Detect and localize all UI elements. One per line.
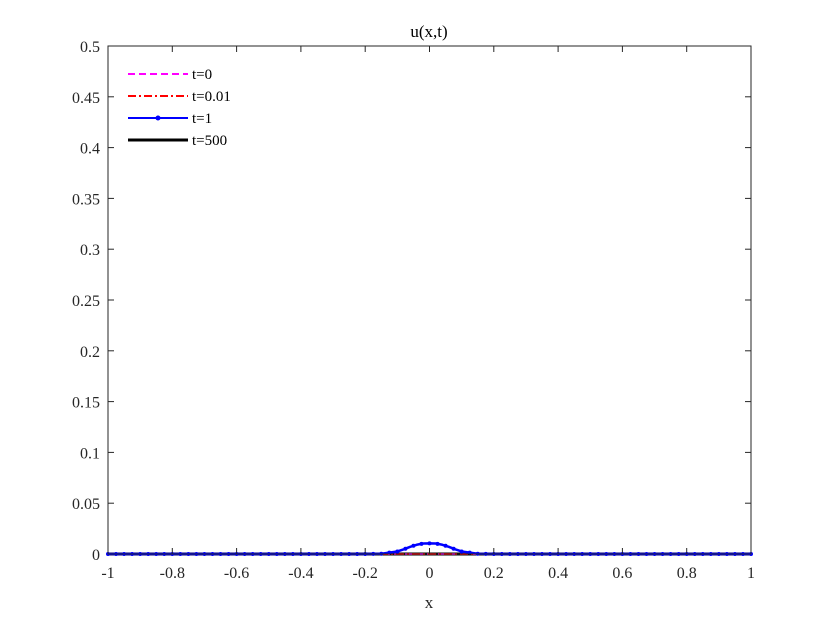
legend-entry: t=0: [192, 67, 212, 83]
series-point-t-1: [395, 549, 400, 554]
y-tick-label: 0.35: [72, 191, 100, 208]
y-tick-label: 0.5: [80, 39, 100, 56]
y-tick-label: 0.1: [80, 445, 100, 462]
plot-background: [108, 46, 751, 554]
chart-title: u(x,t): [410, 22, 447, 41]
x-tick-label: -0.6: [224, 565, 249, 582]
x-tick-label: 0.6: [612, 565, 632, 582]
legend-entry: t=0.01: [192, 89, 231, 105]
y-tick-label: 0.3: [80, 242, 100, 259]
x-axis-label: x: [425, 593, 434, 612]
series-point-t-1: [435, 541, 440, 546]
x-tick-label: 0: [426, 565, 434, 582]
series-point-t-1: [443, 543, 448, 548]
series-point-t-1: [411, 543, 416, 548]
x-tick-label: -0.8: [160, 565, 185, 582]
y-tick-label: 0.4: [80, 141, 100, 158]
y-tick-label: 0.05: [72, 496, 100, 513]
series-point-t-1: [419, 541, 424, 546]
y-tick-label: 0.2: [80, 344, 100, 361]
series-point-t-1: [403, 546, 408, 551]
x-tick-label: -0.2: [353, 565, 378, 582]
legend-entry: t=1: [192, 111, 212, 127]
series-point-t-1: [427, 541, 432, 546]
x-tick-label: -1: [101, 565, 114, 582]
axes: -1 -0.8 -0.6 -0.4 -0.2 0 0.2 0.4 0.6 0.8 1 0 0.05 0.1…: [72, 39, 755, 582]
y-tick-label: 0: [92, 547, 100, 564]
series-point-t-1: [459, 549, 464, 554]
y-tick-label: 0.25: [72, 293, 100, 310]
x-tick-label: -0.4: [288, 565, 313, 582]
x-tick-label: 0.2: [484, 565, 504, 582]
y-tick-label: 0.15: [72, 395, 100, 412]
x-tick-label: 0.8: [677, 565, 697, 582]
legend-entry: t=500: [192, 133, 227, 149]
legend-marker: [155, 115, 161, 121]
y-tick-label: 0.45: [72, 90, 100, 107]
x-tick-label: 0.4: [548, 565, 568, 582]
legend: t=0 t=0.01 t=1 t=500: [128, 67, 231, 149]
x-tick-label: 1: [747, 565, 755, 582]
series-point-t-1: [451, 546, 456, 551]
